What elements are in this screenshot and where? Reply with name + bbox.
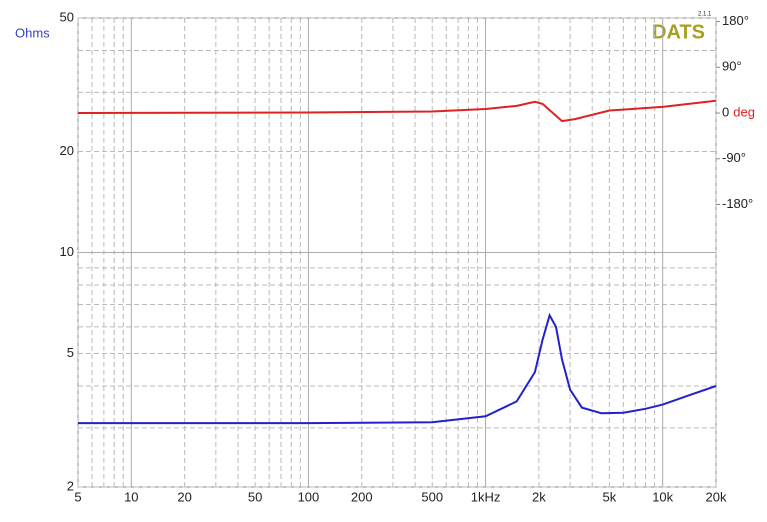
x-tick-label: 500 xyxy=(421,489,443,504)
brand: DATS xyxy=(652,21,705,43)
x-tick-label: 5 xyxy=(74,489,81,504)
y-axis-label: Ohms xyxy=(15,25,50,40)
x-tick-label: 20k xyxy=(706,489,727,504)
y2-tick-label: 180° xyxy=(722,13,749,28)
y2-tick-label: -90° xyxy=(722,150,746,165)
series-line xyxy=(77,99,717,123)
x-tick-label: 200 xyxy=(351,489,373,504)
y2-tick-label: 0 xyxy=(722,104,729,119)
x-tick-label: 10 xyxy=(124,489,138,504)
x-tick-label: 50 xyxy=(248,489,262,504)
y2-tick-label: -180° xyxy=(722,196,753,211)
x-tick-label: 10k xyxy=(652,489,673,504)
y-tick-label: 20 xyxy=(60,143,74,158)
x-tick-label: 1kHz xyxy=(471,489,501,504)
x-tick-label: 100 xyxy=(298,489,320,504)
y-tick-label: 5 xyxy=(67,345,74,360)
x-tick-label: 5k xyxy=(602,489,616,504)
series-line xyxy=(78,312,717,425)
x-tick-label: 2k xyxy=(532,489,546,504)
y2-axis-label: deg xyxy=(733,104,755,119)
version: 2.1.1 xyxy=(698,12,712,18)
y-tick-label: 10 xyxy=(60,244,74,259)
y-tick-label: 50 xyxy=(60,9,74,24)
y-tick-label: 2 xyxy=(67,478,74,493)
y2-tick-label: 90° xyxy=(722,59,742,74)
x-tick-label: 20 xyxy=(177,489,191,504)
